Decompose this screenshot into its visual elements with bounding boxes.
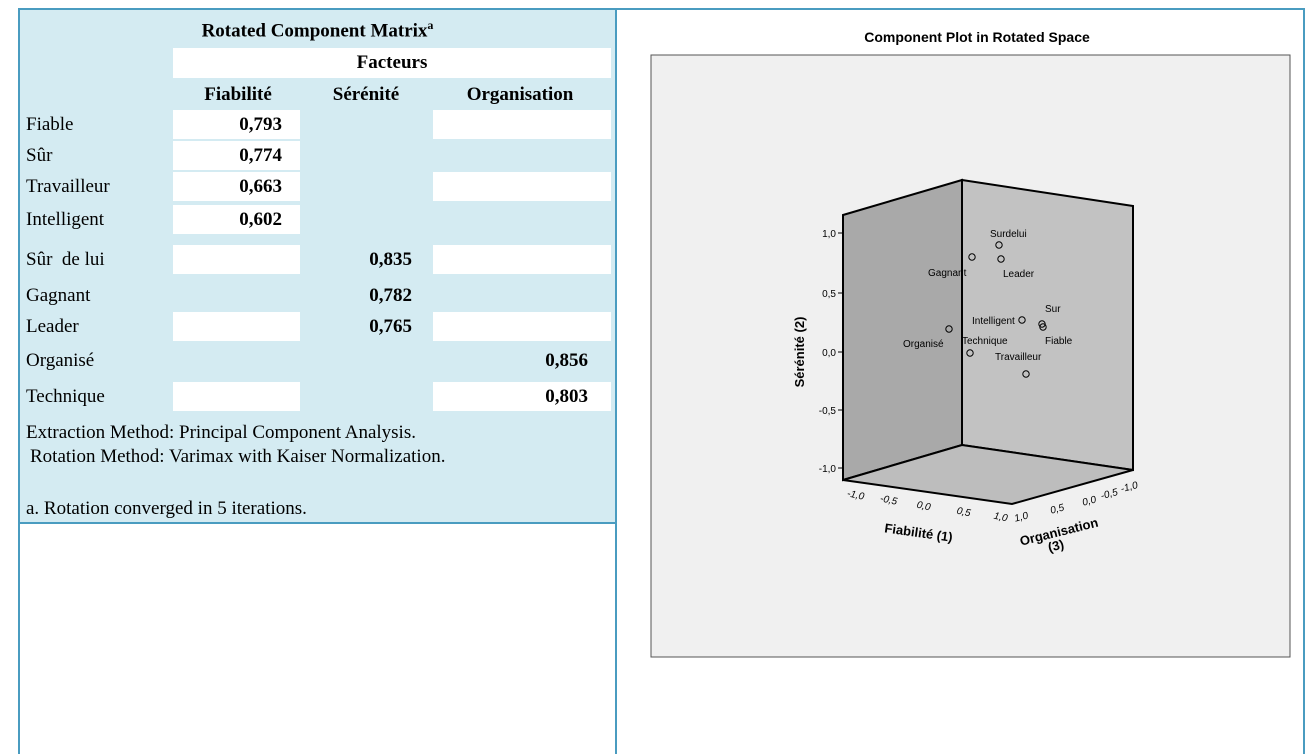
- x-tick-label: -0,5: [879, 493, 899, 507]
- z-tick-label: -1,0: [1120, 480, 1140, 495]
- point-label: Intelligent: [972, 316, 1015, 327]
- point: [968, 253, 976, 261]
- frame-middle: [615, 8, 617, 754]
- loading-value: 0,602: [239, 209, 282, 230]
- component-matrix: Rotated Component Matrixa Facteurs Fiabili…: [20, 10, 615, 524]
- z-tick-label: 1,0: [1013, 510, 1030, 524]
- y-axis-label: Sérénité (2): [792, 317, 807, 388]
- cell-background: [173, 312, 300, 341]
- point: [966, 349, 974, 357]
- loading-value: 0,835: [369, 249, 412, 270]
- plot-title: Component Plot in Rotated Space: [864, 29, 1090, 45]
- loading-value: 0,856: [545, 350, 588, 371]
- row-label: Gagnant: [26, 285, 91, 306]
- row-label: Fiable: [26, 114, 74, 135]
- cell-background: [433, 110, 611, 139]
- row-label: Organisé: [26, 350, 95, 371]
- point-label: Surdelui: [990, 229, 1027, 240]
- point: [945, 325, 953, 333]
- frame-top: [18, 8, 1305, 10]
- z-tick-label: 0,0: [1081, 494, 1098, 508]
- point-label: Technique: [962, 336, 1008, 347]
- cell-background: [173, 382, 300, 411]
- point-label: Gagnant: [928, 268, 967, 279]
- point: [1022, 370, 1030, 378]
- z-tick-label: -0,5: [1100, 487, 1120, 502]
- loading-value: 0,782: [369, 285, 412, 306]
- loading-value: 0,803: [545, 386, 588, 407]
- group-header: Facteurs: [173, 48, 611, 78]
- note: Extraction Method: Principal Component A…: [26, 422, 416, 443]
- cell-background: [433, 312, 611, 341]
- row-label: Leader: [26, 316, 79, 337]
- floor: [842, 443, 1134, 506]
- y-tick-label: 0,5: [822, 289, 836, 300]
- column-header: Fiabilité: [204, 84, 272, 105]
- y-tick-label: -1,0: [819, 464, 837, 475]
- y-tick-label: -0,5: [819, 406, 837, 417]
- point-label: Organisé: [903, 339, 944, 350]
- cell-background: [433, 172, 611, 201]
- row-label: Travailleur: [26, 176, 110, 197]
- loading-value: 0,663: [239, 176, 282, 197]
- row-label: Intelligent: [26, 209, 105, 230]
- point: [997, 255, 1005, 263]
- point: [1018, 316, 1026, 324]
- column-header: Sérénité: [332, 84, 400, 105]
- z-axis-label: (3): [1046, 536, 1065, 554]
- cell-background: [433, 382, 611, 411]
- x-tick-label: -1,0: [846, 488, 866, 502]
- x-tick-label: 0,0: [916, 500, 932, 514]
- point-label: Leader: [1003, 269, 1035, 280]
- loading-value: 0,774: [239, 145, 282, 166]
- row-label: Sûr: [26, 145, 53, 166]
- cell-background: [173, 205, 300, 234]
- point: [1039, 323, 1047, 331]
- point-label: Fiable: [1045, 336, 1073, 347]
- loading-value: 0,765: [369, 316, 412, 337]
- row-label: Technique: [26, 386, 105, 407]
- title-note: a: [427, 18, 434, 32]
- cell-background: [433, 245, 611, 274]
- cell-background: [173, 172, 300, 201]
- point-label: Travailleur: [995, 352, 1042, 363]
- loading-value: 0,793: [239, 114, 282, 135]
- back-left-wall: [842, 178, 963, 482]
- cell-background: [173, 110, 300, 139]
- point: [1038, 320, 1046, 328]
- x-tick-label: 1,0: [993, 511, 1009, 525]
- note: Rotation Method: Varimax with Kaiser Nor…: [30, 446, 446, 467]
- y-tick-label: 0,0: [822, 348, 836, 359]
- matrix-title: Rotated Component Matrixa: [20, 10, 615, 46]
- frame-left: [18, 8, 20, 754]
- note: a. Rotation converged in 5 iterations.: [26, 498, 307, 519]
- component-plot: Component Plot in Rotated Space 1,0 0,5 0,…: [650, 29, 1291, 658]
- cell-background: [173, 141, 300, 170]
- x-tick-label: 0,5: [956, 506, 972, 520]
- frame-right: [1303, 8, 1305, 754]
- cell-background: [173, 245, 300, 274]
- point: [995, 241, 1003, 249]
- z-tick-label: 0,5: [1049, 502, 1066, 516]
- y-tick-label: 1,0: [822, 229, 836, 240]
- row-label: Sûr de lui: [26, 249, 105, 270]
- column-header: Organisation: [466, 84, 574, 105]
- point-label: Sur: [1045, 304, 1061, 315]
- title-text: Rotated Component Matrix: [201, 20, 428, 42]
